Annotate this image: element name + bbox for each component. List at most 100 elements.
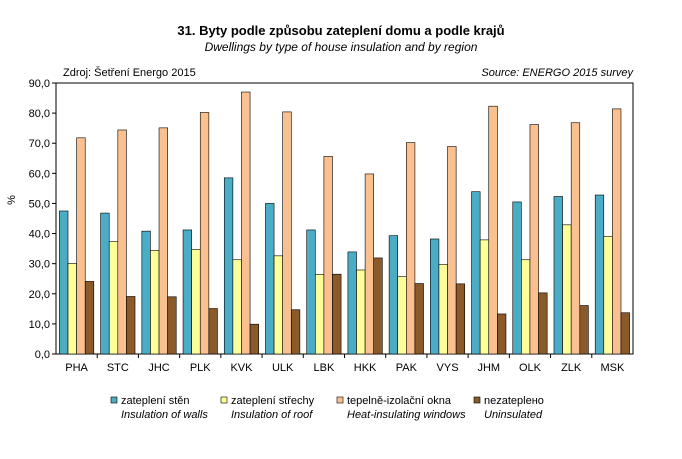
bar-pak-2: [397, 276, 407, 355]
source-note-cz: Zdroj: Šetření Energo 2015: [63, 66, 196, 79]
source-note-en: Source: ENERGO 2015 survey: [481, 67, 634, 79]
bar-hkk-3: [364, 173, 375, 355]
x-tick-label: PHA: [65, 362, 88, 374]
bar-kvk-2: [232, 259, 242, 355]
bar-olk-2: [521, 259, 531, 355]
x-tick-label: MSK: [600, 362, 625, 374]
bar-pha-4: [84, 281, 95, 355]
legend-label-3: tepelně-izolační okna: [347, 395, 452, 407]
bar-vys-1: [430, 238, 440, 355]
x-tick-label: LBK: [313, 362, 334, 374]
y-tick-label: 50,0: [29, 198, 50, 210]
bar-pha-3: [76, 137, 86, 355]
bar-jhm-2: [479, 239, 490, 355]
legend-label-en-2: Insulation of roof: [231, 409, 313, 421]
y-tick-label: 20,0: [29, 289, 50, 301]
legend-swatch-3: [336, 396, 344, 404]
y-tick-label: 90,0: [29, 78, 50, 90]
x-tick-label: PLK: [190, 362, 211, 374]
bar-vys-4: [455, 283, 466, 355]
x-tick-label: ULK: [272, 362, 294, 374]
x-tick-label: OLK: [519, 362, 542, 374]
bar-ulk-4: [290, 309, 301, 355]
bar-stc-3: [117, 129, 127, 355]
bar-zlk-4: [579, 305, 589, 355]
legend-swatch-2: [220, 396, 228, 404]
legend-swatch-1: [110, 396, 118, 404]
bar-vys-3: [447, 146, 457, 355]
legend-label-4: nezateplено: [484, 395, 544, 407]
bar-jhc-2: [150, 250, 160, 355]
legend-swatch-4: [473, 396, 481, 404]
y-tick-label: 70,0: [29, 138, 50, 150]
legend-label-2: zateplení střechy: [231, 395, 315, 407]
y-tick-label: 10,0: [29, 319, 50, 331]
x-tick-label: JHM: [477, 362, 500, 374]
bar-kvk-3: [241, 91, 251, 355]
bar-msk-3: [612, 108, 622, 355]
bar-plk-2: [191, 249, 201, 355]
bar-pha-1: [59, 210, 69, 355]
bar-ulk-2: [273, 255, 283, 355]
bar-hkk-1: [347, 251, 357, 355]
legend-label-en-1: Insulation of walls: [121, 409, 208, 421]
bar-zlk-2: [562, 224, 572, 355]
bar-msk-1: [594, 194, 605, 355]
x-tick-label: PAK: [396, 362, 418, 374]
bar-pak-4: [414, 283, 424, 355]
bar-pak-1: [388, 235, 399, 355]
bar-stc-2: [108, 241, 119, 355]
x-tick-label: HKK: [354, 362, 377, 374]
bar-pak-3: [406, 142, 416, 355]
bar-jhm-3: [488, 105, 498, 355]
bar-ulk-3: [282, 111, 292, 355]
y-axis-label: %: [6, 195, 18, 205]
x-tick-label: STC: [107, 362, 129, 374]
bar-olk-4: [538, 292, 548, 355]
bar-jhc-3: [158, 127, 168, 355]
bar-jhm-1: [471, 191, 481, 355]
bar-stc-4: [126, 296, 136, 355]
legend-label-en-3: Heat-insulating windows: [347, 409, 466, 421]
bar-lbk-2: [314, 274, 325, 355]
y-tick-label: 0,0: [35, 349, 50, 361]
bar-plk-3: [199, 112, 210, 355]
bar-jhc-4: [167, 296, 177, 355]
bar-hkk-2: [356, 269, 366, 355]
bar-plk-1: [182, 229, 192, 355]
legend: zateplení stěn Insulation of walls zateple…: [110, 395, 544, 421]
chart-title: 31. Byty podle způsobu zateplení domu a …: [177, 23, 504, 38]
y-tick-label: 80,0: [29, 108, 50, 120]
bar-kvk-4: [249, 323, 259, 355]
bar-zlk-3: [570, 122, 581, 355]
y-tick-label: 60,0: [29, 168, 50, 180]
bar-olk-3: [529, 124, 539, 355]
bar-stc-1: [100, 212, 110, 355]
legend-label-1: zateplení stěn: [121, 395, 190, 407]
bar-hkk-4: [373, 257, 383, 355]
bar-vys-2: [438, 264, 448, 355]
x-tick-label: KVK: [230, 362, 253, 374]
bar-zlk-1: [553, 196, 563, 355]
bar-lbk-3: [323, 156, 333, 355]
legend-label-en-4: Uninsulated: [484, 409, 543, 421]
bar-lbk-1: [306, 229, 316, 355]
bar-plk-4: [208, 308, 218, 355]
bar-jhm-4: [497, 313, 507, 355]
bar-ulk-1: [265, 203, 275, 355]
bar-jhc-1: [141, 230, 151, 355]
x-tick-label: ZLK: [561, 362, 582, 374]
y-tick-label: 40,0: [29, 229, 50, 241]
bar-msk-4: [620, 312, 630, 355]
x-tick-label: VYS: [437, 362, 459, 374]
x-tick-label: JHC: [148, 362, 169, 374]
chart-subtitle: Dwellings by type of house insulation an…: [205, 40, 478, 54]
y-tick-label: 30,0: [29, 259, 50, 271]
bar-msk-2: [603, 236, 613, 355]
plot-area: 0,0 10,0 20,0 30,0 40,0 50,0 60,0 70,0 80,0 90,0 P…: [29, 78, 634, 374]
bar-olk-1: [512, 201, 522, 355]
bar-kvk-1: [223, 177, 234, 355]
bar-lbk-4: [332, 273, 342, 355]
bar-pha-2: [67, 263, 77, 355]
